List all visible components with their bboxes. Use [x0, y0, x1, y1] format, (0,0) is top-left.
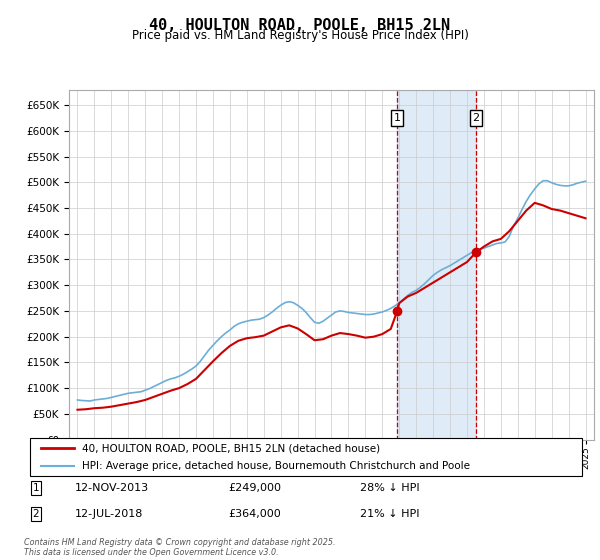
Text: 28% ↓ HPI: 28% ↓ HPI [360, 483, 419, 493]
Bar [397, 90, 476, 440]
Text: HPI: Average price, detached house, Bournemouth Christchurch and Poole: HPI: Average price, detached house, Bour… [82, 461, 470, 471]
Text: 40, HOULTON ROAD, POOLE, BH15 2LN (detached house): 40, HOULTON ROAD, POOLE, BH15 2LN (detac… [82, 443, 380, 453]
FancyBboxPatch shape [30, 438, 582, 476]
Text: £364,000: £364,000 [228, 509, 281, 519]
Text: Price paid vs. HM Land Registry's House Price Index (HPI): Price paid vs. HM Land Registry's House … [131, 29, 469, 42]
Text: £249,000: £249,000 [228, 483, 281, 493]
Text: 1: 1 [32, 483, 40, 493]
Text: 21% ↓ HPI: 21% ↓ HPI [360, 509, 419, 519]
Text: 1: 1 [394, 113, 401, 123]
Text: 2: 2 [32, 509, 40, 519]
Text: 2: 2 [473, 113, 479, 123]
Text: 12-JUL-2018: 12-JUL-2018 [75, 509, 143, 519]
Text: 40, HOULTON ROAD, POOLE, BH15 2LN: 40, HOULTON ROAD, POOLE, BH15 2LN [149, 18, 451, 33]
Text: Contains HM Land Registry data © Crown copyright and database right 2025.
This d: Contains HM Land Registry data © Crown c… [24, 538, 335, 557]
Text: 12-NOV-2013: 12-NOV-2013 [75, 483, 149, 493]
